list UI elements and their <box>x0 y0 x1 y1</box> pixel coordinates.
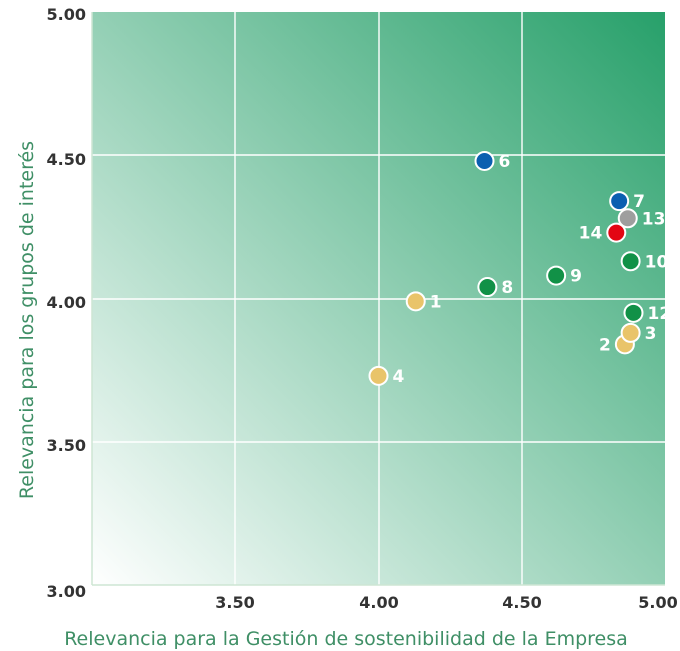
data-point <box>546 265 567 286</box>
data-point-label: 4 <box>393 367 405 387</box>
grid <box>92 12 665 585</box>
data-point <box>609 191 630 212</box>
y-tick-label: 3.50 <box>47 436 86 455</box>
data-point-label: 13 <box>642 209 666 229</box>
y-tick-label: 4.00 <box>47 293 86 312</box>
data-point-label: 2 <box>599 335 611 355</box>
data-point <box>620 322 641 343</box>
y-tick-label: 5.00 <box>47 5 86 24</box>
x-tick-label: 3.50 <box>215 593 254 612</box>
data-point <box>623 302 644 323</box>
data-point-label: 9 <box>570 267 582 287</box>
data-point <box>617 208 638 229</box>
data-point <box>620 251 641 272</box>
x-ticks: 3.50 4.00 4.50 5.00 <box>215 593 677 612</box>
data-point <box>368 365 389 386</box>
x-axis-title: Relevancia para la Gestión de sostenibil… <box>64 628 628 650</box>
data-point-label: 7 <box>633 192 645 212</box>
y-ticks: 5.00 4.50 4.00 3.50 3.00 <box>47 5 86 601</box>
data-point-label: 1 <box>430 292 442 312</box>
data-point-label: 14 <box>579 224 603 244</box>
data-point-label: 8 <box>501 278 513 298</box>
data-point-label: 3 <box>645 324 657 344</box>
data-point <box>405 291 426 312</box>
x-tick-label: 4.50 <box>502 593 541 612</box>
data-point <box>477 277 498 298</box>
y-tick-label: 4.50 <box>47 150 86 169</box>
x-tick-label: 5.00 <box>638 593 677 612</box>
y-axis-title: Relevancia para los grupos de interés <box>16 141 38 499</box>
x-tick-label: 4.00 <box>359 593 398 612</box>
y-tick-label: 3.00 <box>47 582 86 601</box>
data-point-label: 12 <box>647 304 671 324</box>
data-point <box>474 150 495 171</box>
data-point-label: 10 <box>645 252 669 272</box>
data-point-label: 6 <box>499 152 511 172</box>
data-point <box>606 222 627 243</box>
